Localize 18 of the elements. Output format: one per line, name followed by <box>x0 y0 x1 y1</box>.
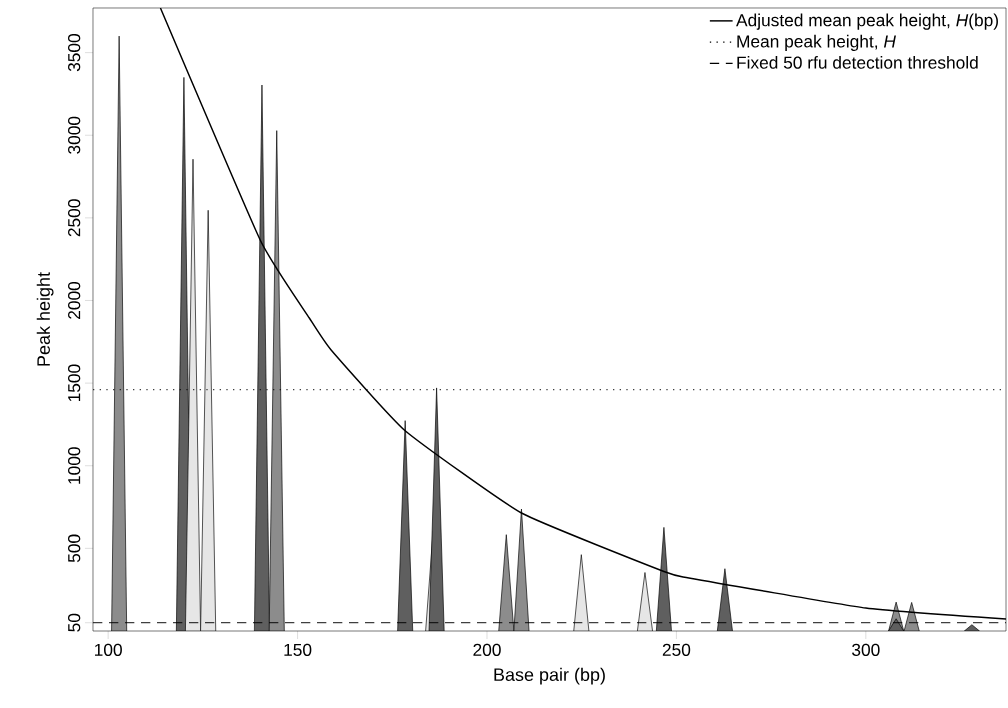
y-tick-label: 50 <box>68 613 81 632</box>
x-tick-label: 150 <box>284 643 312 656</box>
legend-label: Fixed 50 rfu detection threshold <box>737 56 978 69</box>
y-tick-label: 3500 <box>68 34 81 72</box>
legend-label: Adjusted mean peak height, H(bp) <box>736 13 998 30</box>
x-tick-label: 200 <box>473 643 501 656</box>
x-tick-label: 100 <box>95 643 122 656</box>
y-tick-label: 1500 <box>68 364 81 402</box>
y-tick-label: 3000 <box>68 116 81 154</box>
y-tick-label: 2500 <box>68 199 81 237</box>
x-tick-label: 300 <box>852 643 880 656</box>
y-tick-label: 500 <box>68 534 81 563</box>
legend-label: Mean peak height, H <box>737 34 896 51</box>
y-axis-title: Peak height <box>36 272 54 366</box>
y-tick-label: 1000 <box>68 447 81 484</box>
x-tick-label: 250 <box>662 643 691 656</box>
x-axis-title: Base pair (bp) <box>494 667 605 685</box>
y-tick-label: 2000 <box>68 281 81 319</box>
